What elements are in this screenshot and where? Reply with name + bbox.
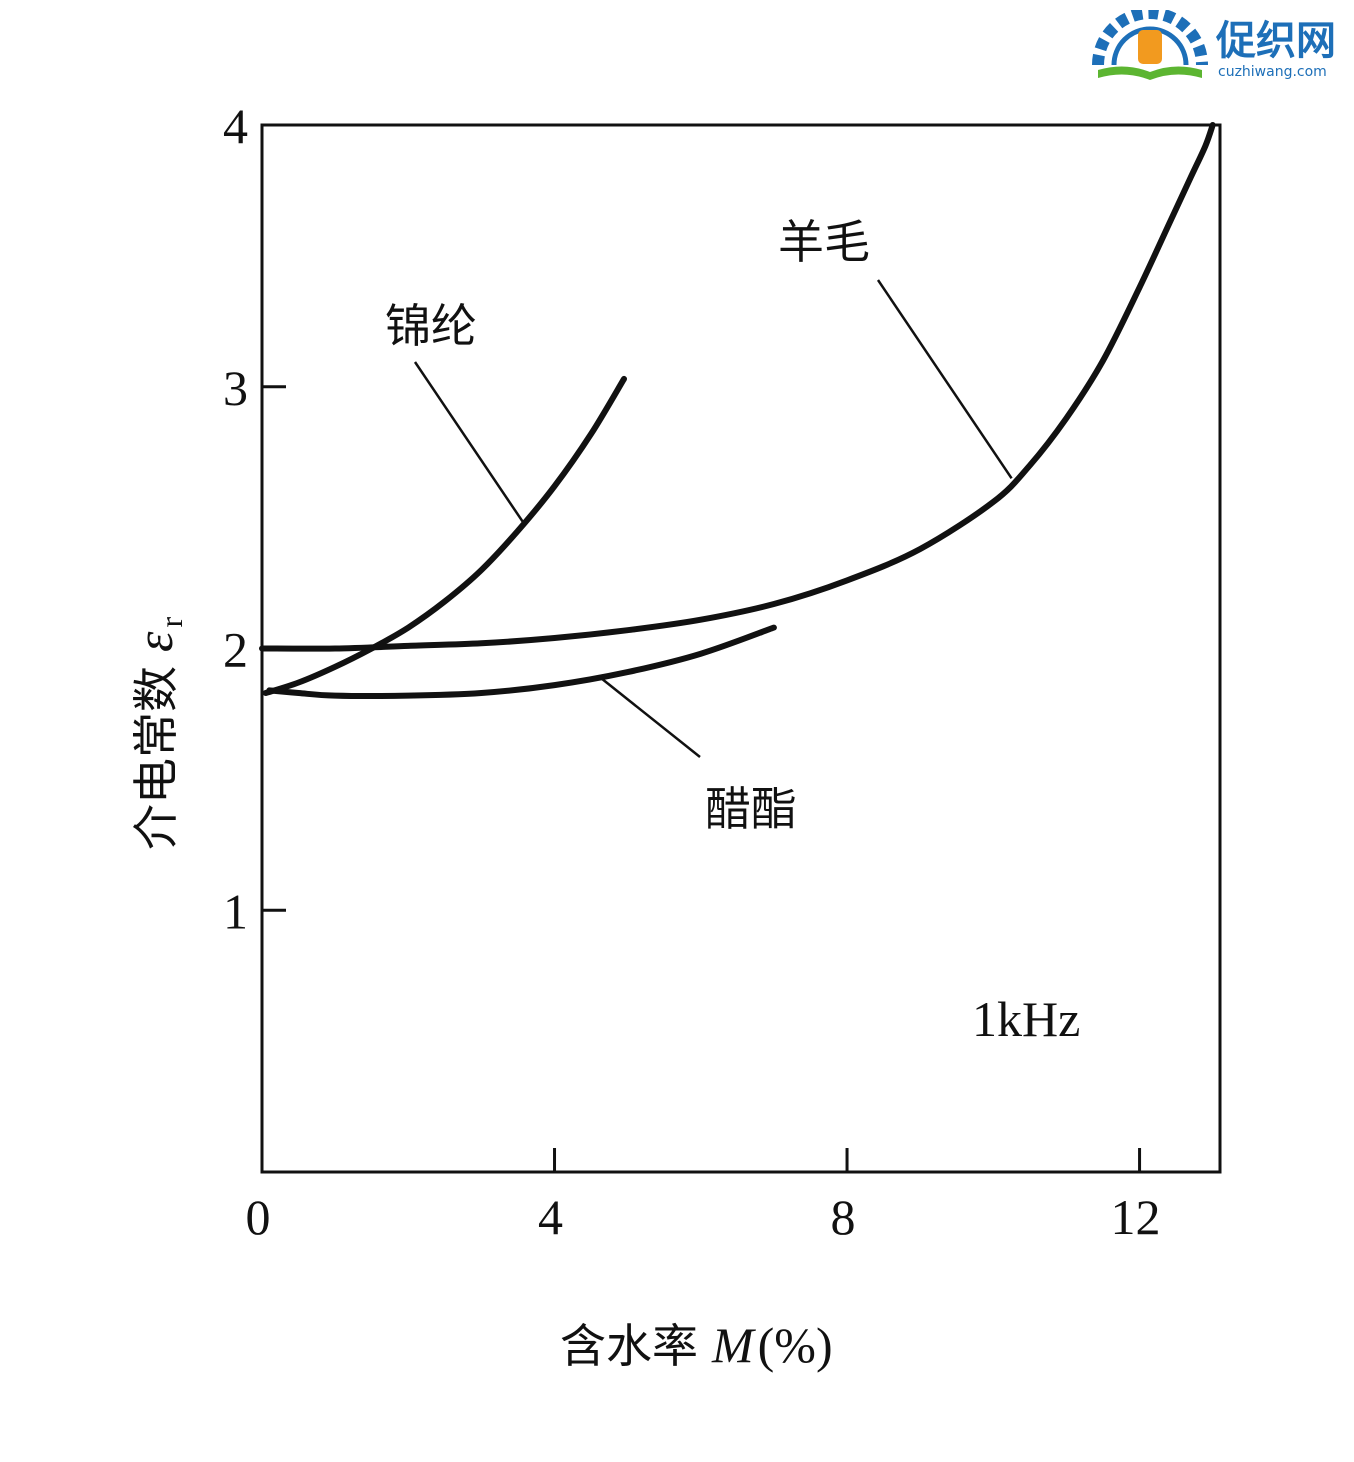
x-axis-label-cn: 含水率 [560,1319,698,1373]
x-tick-label: 12 [1111,1189,1161,1245]
callout-leader-nylon [413,361,527,527]
series-line-wool [259,122,1216,652]
x-axis-label-var: M [711,1317,756,1373]
gear-icon [1092,10,1208,80]
x-axis-label-unit: (%) [758,1317,833,1373]
x-tick-label: 4 [538,1189,563,1245]
series-label-acetate: 醋酯 [705,782,797,836]
callout-leader-wool [876,279,1013,480]
x-tick-label: 8 [831,1189,856,1245]
y-axis-label: 介电常数 ε r [127,617,189,851]
callout-leader-acetate [597,675,701,758]
y-tick-label: 3 [223,360,248,416]
ticks [262,385,1142,1172]
y-tick-label: 2 [223,622,248,678]
logo-text-en: cuzhiwang.com [1218,64,1327,80]
series-layer [259,122,1216,699]
series-line-nylon [262,375,627,696]
x-axis-label: 含水率 M (%) [560,1317,833,1373]
y-axis-label-sub: r [153,617,189,628]
x-tick-label: 0 [246,1189,271,1245]
y-tick-label: 1 [223,883,248,939]
frequency-annotation: 1kHz [972,991,1080,1047]
series-line-acetate [266,624,777,699]
y-tick-label: 4 [223,98,248,154]
y-axis-label-var: ε [127,631,184,652]
series-label-nylon: 锦纶 [385,299,477,353]
y-axis-label-cn: 介电常数 [129,666,183,850]
cuzhiwang-logo: 促织网 cuzhiwang.com [1092,10,1336,80]
logo-text-cn: 促织网 [1215,18,1336,64]
series-label-wool: 羊毛 [778,215,870,269]
